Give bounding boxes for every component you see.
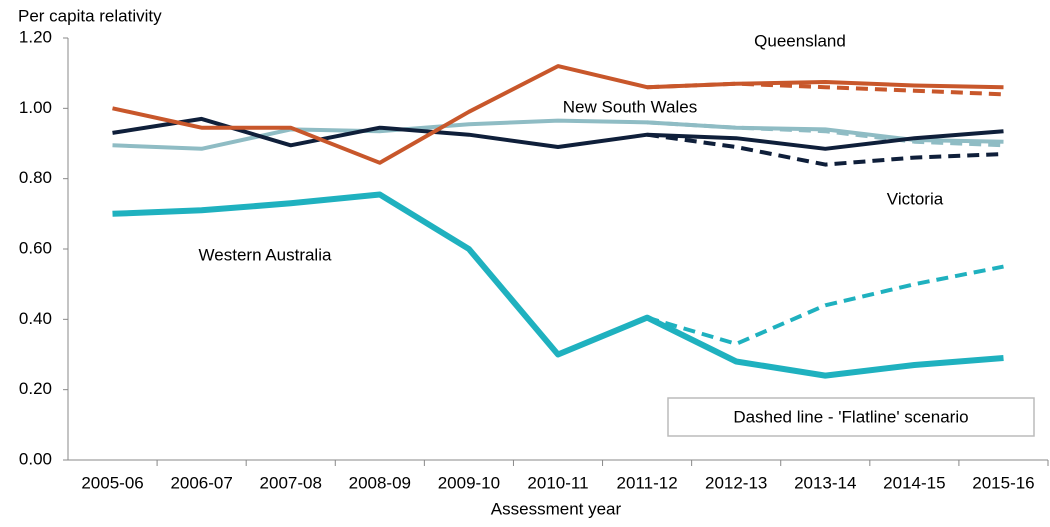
series-label: Western Australia (199, 245, 332, 264)
x-tick-label: 2011-12 (617, 473, 678, 492)
series-line (112, 116, 1004, 151)
dashed-line (646, 264, 1004, 346)
dashed-line (647, 81, 1004, 97)
dashed-line (646, 132, 1004, 167)
series-label: Victoria (887, 189, 944, 208)
y-tick-label: 1.00 (19, 98, 52, 117)
x-tick-label: 2006-07 (170, 473, 232, 492)
x-tick-label: 2012-13 (705, 473, 767, 492)
x-tick-label: 2008-09 (349, 473, 411, 492)
y-tick-label: 0.60 (19, 238, 52, 257)
x-tick-label: 2015-16 (972, 473, 1034, 492)
x-tick-label: 2014-15 (883, 473, 945, 492)
series-label: New South Wales (563, 97, 697, 116)
y-tick-label: 0.40 (19, 309, 52, 328)
series-label: Queensland (754, 31, 846, 50)
annotation-box (667, 397, 1035, 437)
x-tick-label: 2007-08 (260, 473, 322, 492)
y-axis-label: Per capita relativity (18, 6, 162, 25)
y-tick-label: 0.00 (19, 449, 52, 468)
series-line (112, 191, 1004, 379)
x-tick-label: 2013-14 (794, 473, 856, 492)
dashed-line (646, 120, 1004, 148)
x-tick-label: 2010-11 (527, 473, 588, 492)
series-line (112, 64, 1004, 165)
y-tick-label: 0.20 (19, 379, 52, 398)
x-tick-label: 2005-06 (81, 473, 143, 492)
y-tick-label: 0.80 (19, 168, 52, 187)
y-tick-label: 1.20 (19, 27, 52, 46)
x-axis-label: Assessment year (491, 499, 622, 518)
annotation: Dashed line - 'Flatline' scenario (733, 407, 968, 426)
x-tick-label: 2009-10 (438, 473, 500, 492)
